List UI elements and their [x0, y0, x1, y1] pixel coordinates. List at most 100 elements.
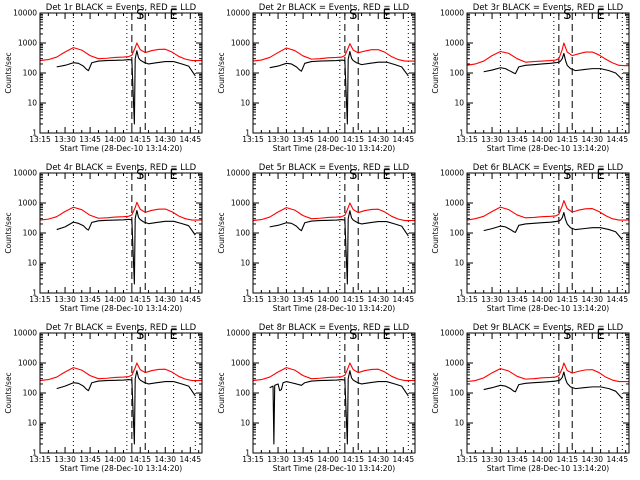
y-tick-label: 10: [454, 99, 464, 108]
y-tick-label: 1000: [18, 359, 37, 368]
y-axis-label: Counts/sec: [217, 372, 226, 413]
x-tick-label: 14:45: [179, 295, 201, 304]
series-line-events: [483, 52, 623, 81]
y-tick-label: 10000: [226, 329, 250, 338]
y-tick-label: 100: [23, 229, 38, 238]
x-tick-label: 13:45: [506, 295, 528, 304]
y-tick-label: 100: [450, 389, 465, 398]
y-tick-label: 10000: [226, 9, 250, 18]
x-tick-label: 14:30: [581, 455, 603, 464]
y-tick-label: 1000: [231, 359, 250, 368]
x-tick-label: 14:00: [531, 455, 553, 464]
series-line-lld: [39, 42, 202, 62]
x-tick-label: 14:45: [606, 455, 628, 464]
x-axis-label: Start Time (28-Dec-10 13:14:20): [60, 304, 182, 313]
x-tick-label: 14:00: [317, 295, 339, 304]
x-tick-label: 13:15: [456, 455, 478, 464]
x-tick-label: 13:45: [79, 455, 101, 464]
y-tick-label: 10000: [440, 9, 464, 18]
y-tick-label: 10: [240, 259, 250, 268]
y-axis-label: Counts/sec: [4, 372, 13, 413]
series-line-events: [269, 370, 409, 445]
y-axis-label: Counts/sec: [217, 212, 226, 253]
y-axis-label: Counts/sec: [431, 372, 440, 413]
x-tick-label: 13:45: [292, 455, 314, 464]
x-tick-label: 14:45: [179, 455, 201, 464]
x-tick-label: 14:30: [154, 295, 176, 304]
x-tick-label: 14:00: [104, 295, 126, 304]
y-tick-label: 1: [32, 129, 37, 138]
x-tick-label: 14:30: [581, 135, 603, 144]
x-tick-label: 14:15: [129, 135, 151, 144]
chart-title: Det 2r BLACK = Events, RED = LLD: [259, 3, 410, 13]
x-tick-label: 14:00: [317, 135, 339, 144]
y-axis-label: Counts/sec: [4, 212, 13, 253]
y-tick-label: 1000: [231, 199, 250, 208]
x-tick-label: 13:30: [267, 295, 289, 304]
y-tick-label: 1000: [445, 199, 464, 208]
y-tick-label: 100: [23, 69, 38, 78]
x-tick-label: 14:00: [531, 135, 553, 144]
x-tick-label: 14:15: [556, 455, 578, 464]
x-tick-label: 13:15: [456, 135, 478, 144]
series-line-lld: [252, 362, 415, 382]
x-tick-label: 14:45: [606, 135, 628, 144]
y-tick-label: 10000: [13, 329, 37, 338]
series-line-events: [56, 210, 196, 285]
series-line-events: [483, 212, 623, 241]
x-tick-label: 13:30: [481, 455, 503, 464]
y-tick-label: 100: [450, 229, 465, 238]
y-tick-label: 10: [27, 419, 37, 428]
x-tick-label: 14:00: [104, 455, 126, 464]
y-tick-label: 10: [240, 419, 250, 428]
y-tick-label: 10: [240, 99, 250, 108]
x-tick-label: 13:45: [79, 295, 101, 304]
x-axis-label: Start Time (28-Dec-10 13:14:20): [60, 464, 182, 473]
y-tick-label: 1: [245, 289, 250, 298]
chart-title: Det 1r BLACK = Events, RED = LLD: [46, 3, 197, 13]
x-tick-label: 13:15: [242, 455, 264, 464]
y-tick-label: 1000: [445, 39, 464, 48]
y-tick-label: 1: [32, 289, 37, 298]
series-line-events: [269, 50, 409, 125]
x-axis-label: Start Time (28-Dec-10 13:14:20): [60, 144, 182, 153]
y-tick-label: 1: [32, 449, 37, 458]
x-tick-label: 14:15: [129, 455, 151, 464]
y-tick-label: 100: [23, 389, 38, 398]
y-tick-label: 10000: [13, 9, 37, 18]
x-tick-label: 14:45: [179, 135, 201, 144]
x-tick-label: 14:15: [556, 135, 578, 144]
y-tick-label: 1: [245, 449, 250, 458]
y-tick-label: 100: [450, 69, 465, 78]
x-tick-label: 13:45: [506, 455, 528, 464]
x-tick-label: 14:00: [531, 295, 553, 304]
chart-title: Det 4r BLACK = Events, RED = LLD: [46, 163, 197, 173]
y-tick-label: 10: [454, 259, 464, 268]
x-tick-label: 13:45: [292, 295, 314, 304]
y-tick-label: 1000: [445, 359, 464, 368]
series-line-events: [269, 210, 409, 285]
y-tick-label: 100: [236, 229, 251, 238]
y-axis-label: Counts/sec: [4, 52, 13, 93]
y-tick-label: 10: [27, 99, 37, 108]
x-axis-label: Start Time (28-Dec-10 13:14:20): [273, 464, 395, 473]
x-tick-label: 13:15: [242, 135, 264, 144]
x-tick-label: 14:45: [392, 295, 414, 304]
x-tick-label: 14:45: [606, 295, 628, 304]
y-axis-label: Counts/sec: [217, 52, 226, 93]
x-tick-label: 14:30: [367, 295, 389, 304]
chart-title: Det 7r BLACK = Events, RED = LLD: [46, 323, 197, 333]
x-tick-label: 14:30: [154, 455, 176, 464]
x-axis-label: Start Time (28-Dec-10 13:14:20): [487, 144, 609, 153]
x-tick-label: 14:15: [342, 455, 364, 464]
x-axis-label: Start Time (28-Dec-10 13:14:20): [273, 144, 395, 153]
x-tick-label: 13:30: [481, 295, 503, 304]
chart-title: Det 8r BLACK = Events, RED = LLD: [259, 323, 410, 333]
y-axis-label: Counts/sec: [431, 212, 440, 253]
x-tick-label: 13:30: [267, 455, 289, 464]
y-tick-label: 10000: [13, 169, 37, 178]
